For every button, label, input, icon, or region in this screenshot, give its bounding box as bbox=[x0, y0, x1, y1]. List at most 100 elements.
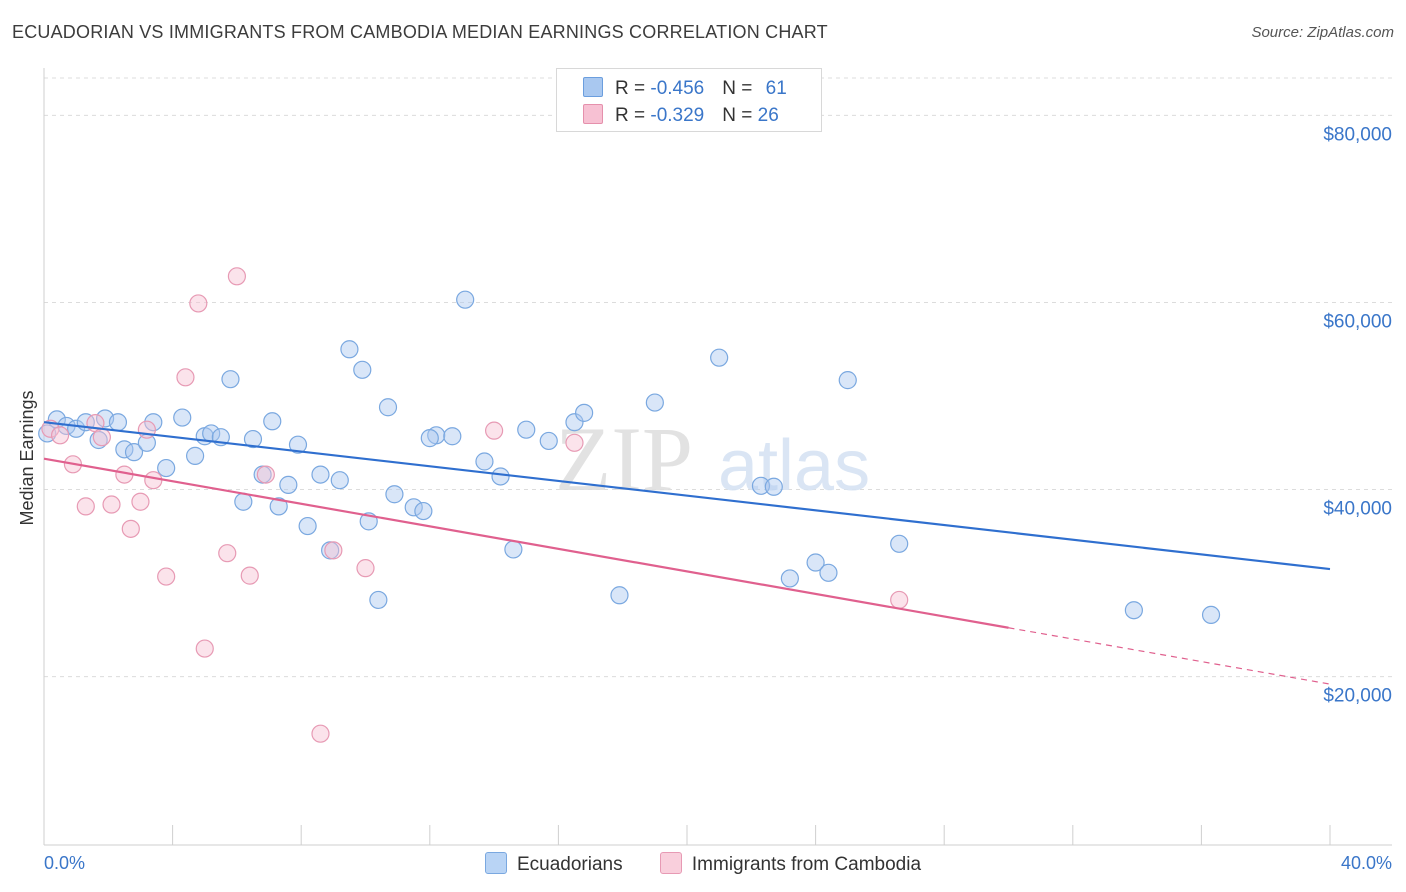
legend-swatch bbox=[484, 852, 507, 874]
watermark: ZIP atlas bbox=[555, 408, 870, 510]
point-ecuadorians bbox=[124, 443, 144, 462]
point-ecuadorians bbox=[819, 563, 838, 582]
point-ecuadorians bbox=[404, 498, 423, 517]
legend-swatch bbox=[659, 852, 682, 874]
legend-item-cambodia[interactable]: Immigrants from Cambodia bbox=[659, 852, 922, 876]
point-cambodia bbox=[157, 567, 176, 586]
point-ecuadorians bbox=[504, 540, 523, 559]
legend-row-ecuadorians: R = -0.456 N = 61 bbox=[583, 77, 787, 100]
watermark-atlas: atlas bbox=[718, 426, 870, 506]
point-ecuadorians bbox=[186, 446, 205, 465]
point-ecuadorians bbox=[173, 408, 192, 427]
point-ecuadorians bbox=[710, 348, 729, 367]
point-ecuadorians bbox=[414, 501, 433, 521]
point-cambodia bbox=[50, 426, 70, 445]
legend-r-value: -0.456 bbox=[650, 78, 705, 99]
legend-n-value: 61 bbox=[765, 78, 787, 99]
chart-title: ECUADORIAN VS IMMIGRANTS FROM CAMBODIA M… bbox=[12, 22, 828, 42]
point-cambodia bbox=[890, 590, 909, 610]
legend-r-label: R = bbox=[615, 78, 651, 99]
point-ecuadorians bbox=[751, 476, 771, 495]
point-cambodia bbox=[102, 495, 121, 514]
legend-row-cambodia: R = -0.329 N = 26 bbox=[583, 104, 779, 127]
point-ecuadorians bbox=[575, 403, 594, 422]
y-tick-label: $80,000 bbox=[1323, 124, 1392, 145]
legend-r-label: R = bbox=[615, 105, 651, 126]
source-label: Source: ZipAtlas.com bbox=[1251, 24, 1394, 41]
point-ecuadorians bbox=[491, 467, 510, 486]
y-axis-title: Median Earnings bbox=[17, 390, 37, 525]
x-tick-label-right: 40.0% bbox=[1341, 853, 1392, 873]
point-ecuadorians bbox=[378, 398, 398, 417]
correlation-legend: R = -0.456 N = 61 R = -0.329 N = 26 bbox=[556, 68, 822, 132]
y-tick-label: $60,000 bbox=[1323, 311, 1392, 332]
point-ecuadorians bbox=[806, 553, 825, 572]
point-cambodia bbox=[176, 368, 195, 387]
legend-n-value: 26 bbox=[757, 105, 779, 126]
point-ecuadorians bbox=[311, 465, 330, 484]
legend-item-ecuadorians[interactable]: Ecuadorians bbox=[484, 852, 623, 876]
grid-lines bbox=[44, 77, 1392, 678]
point-cambodia bbox=[218, 544, 237, 563]
legend-label: Ecuadorians bbox=[516, 854, 623, 875]
y-tick-label: $20,000 bbox=[1323, 686, 1392, 707]
point-ecuadorians bbox=[298, 516, 317, 536]
y-tick-label: $40,000 bbox=[1323, 499, 1392, 520]
point-ecuadorians bbox=[539, 431, 558, 451]
point-ecuadorians bbox=[565, 413, 584, 432]
point-ecuadorians bbox=[221, 370, 240, 389]
legend-label: Immigrants from Cambodia bbox=[691, 854, 922, 875]
point-ecuadorians bbox=[369, 590, 388, 610]
point-cambodia bbox=[189, 294, 208, 313]
axis-labels: $20,000 $40,000 $60,000 $80,000 0.0% 40.0% bbox=[44, 124, 1392, 873]
point-cambodia bbox=[195, 639, 214, 658]
point-ecuadorians bbox=[157, 458, 176, 478]
point-cambodia bbox=[92, 428, 111, 447]
trend-line-cambodia bbox=[43, 457, 1009, 629]
legend-swatch-ecuadorians bbox=[583, 77, 603, 97]
point-ecuadorians bbox=[385, 485, 404, 504]
point-ecuadorians bbox=[838, 371, 857, 390]
point-cambodia bbox=[256, 465, 275, 484]
trend-lines bbox=[43, 421, 1331, 685]
x-tick-label-left: 0.0% bbox=[44, 853, 85, 873]
point-cambodia bbox=[131, 492, 150, 511]
point-cambodia bbox=[565, 433, 584, 452]
point-ecuadorians bbox=[288, 435, 308, 454]
point-cambodia bbox=[324, 541, 343, 560]
point-ecuadorians bbox=[475, 452, 494, 471]
point-cambodia bbox=[121, 519, 140, 538]
point-cambodia bbox=[144, 471, 163, 490]
point-ecuadorians bbox=[517, 420, 536, 439]
point-cambodia bbox=[227, 267, 246, 286]
legend-n-label: N = bbox=[722, 105, 758, 126]
point-ecuadorians bbox=[420, 429, 439, 448]
point-ecuadorians bbox=[340, 340, 359, 359]
point-ecuadorians bbox=[645, 393, 664, 412]
point-ecuadorians bbox=[330, 471, 349, 490]
point-ecuadorians bbox=[443, 427, 462, 446]
point-cambodia bbox=[240, 566, 259, 585]
point-cambodia bbox=[485, 421, 504, 440]
trend-line-cambodia-extension bbox=[1008, 627, 1331, 685]
point-ecuadorians bbox=[456, 290, 475, 309]
point-ecuadorians bbox=[353, 360, 372, 379]
series-legend: Ecuadorians Immigrants from Cambodia bbox=[0, 852, 1406, 876]
point-cambodia bbox=[356, 559, 375, 578]
point-ecuadorians bbox=[279, 475, 298, 494]
point-ecuadorians bbox=[144, 413, 163, 432]
point-cambodia bbox=[76, 497, 95, 516]
point-ecuadorians bbox=[1201, 605, 1221, 625]
point-cambodia bbox=[311, 724, 330, 743]
point-ecuadorians bbox=[1124, 601, 1143, 620]
legend-swatch-cambodia bbox=[583, 104, 603, 124]
legend-r-value: -0.329 bbox=[650, 105, 705, 126]
legend-n-label: N = bbox=[722, 78, 758, 99]
point-ecuadorians bbox=[263, 412, 282, 431]
point-ecuadorians bbox=[890, 534, 909, 553]
point-ecuadorians bbox=[610, 586, 629, 605]
point-ecuadorians bbox=[764, 477, 783, 496]
point-ecuadorians bbox=[243, 429, 263, 449]
point-ecuadorians bbox=[269, 497, 288, 516]
